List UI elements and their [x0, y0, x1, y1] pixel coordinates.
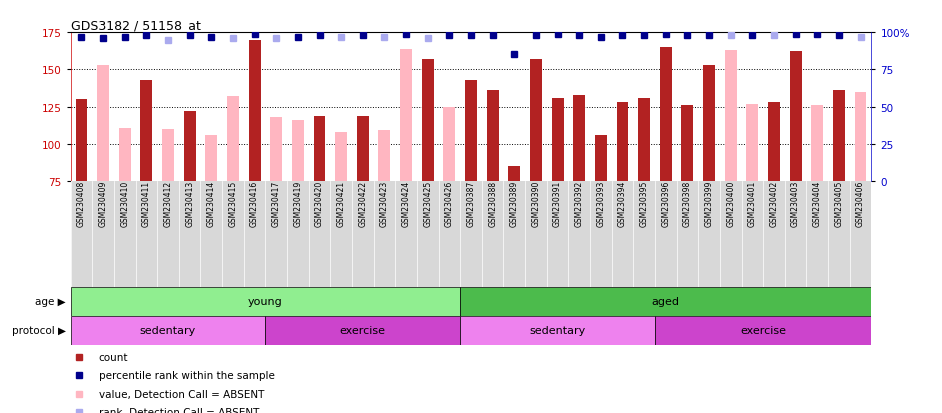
Text: percentile rank within the sample: percentile rank within the sample [99, 370, 274, 380]
Bar [509, 167, 520, 182]
Bar [461, 316, 655, 345]
Bar [270, 118, 283, 182]
Bar [162, 130, 174, 182]
Bar [530, 60, 542, 182]
Bar [724, 51, 737, 182]
Bar [552, 98, 563, 182]
Bar [465, 81, 477, 182]
Bar [703, 66, 715, 182]
Bar [422, 60, 433, 182]
Bar [461, 287, 871, 316]
Bar [789, 52, 802, 182]
Bar [487, 91, 498, 182]
Bar [400, 50, 412, 182]
Bar [811, 106, 823, 182]
Bar [75, 100, 88, 182]
Bar [314, 116, 326, 182]
Bar [71, 316, 266, 345]
Bar [227, 97, 239, 182]
Bar [638, 98, 650, 182]
Bar [184, 112, 196, 182]
Bar [768, 103, 780, 182]
Bar [681, 106, 693, 182]
Text: young: young [248, 297, 283, 306]
Text: rank, Detection Call = ABSENT: rank, Detection Call = ABSENT [99, 407, 259, 413]
Text: exercise: exercise [740, 325, 787, 335]
Bar [205, 135, 218, 182]
Text: value, Detection Call = ABSENT: value, Detection Call = ABSENT [99, 389, 264, 399]
Bar [249, 40, 261, 182]
Bar [335, 133, 347, 182]
Bar [659, 48, 672, 182]
Bar [140, 81, 153, 182]
Text: sedentary: sedentary [140, 325, 196, 335]
Text: protocol ▶: protocol ▶ [12, 325, 66, 335]
Text: count: count [99, 352, 128, 362]
Bar [292, 121, 304, 182]
Text: age ▶: age ▶ [35, 297, 66, 306]
Bar [119, 128, 131, 182]
Bar [444, 107, 455, 182]
Bar [595, 135, 607, 182]
Bar [616, 103, 628, 182]
Text: GDS3182 / 51158_at: GDS3182 / 51158_at [71, 19, 201, 32]
Text: exercise: exercise [340, 325, 386, 335]
Bar [266, 316, 461, 345]
Bar [71, 287, 461, 316]
Bar [574, 95, 585, 182]
Bar [854, 93, 867, 182]
Bar [746, 104, 758, 182]
Bar [357, 116, 368, 182]
Bar [833, 91, 845, 182]
Bar [379, 131, 390, 182]
Text: sedentary: sedentary [529, 325, 586, 335]
Text: aged: aged [652, 297, 680, 306]
Bar [655, 316, 871, 345]
Bar [97, 66, 109, 182]
